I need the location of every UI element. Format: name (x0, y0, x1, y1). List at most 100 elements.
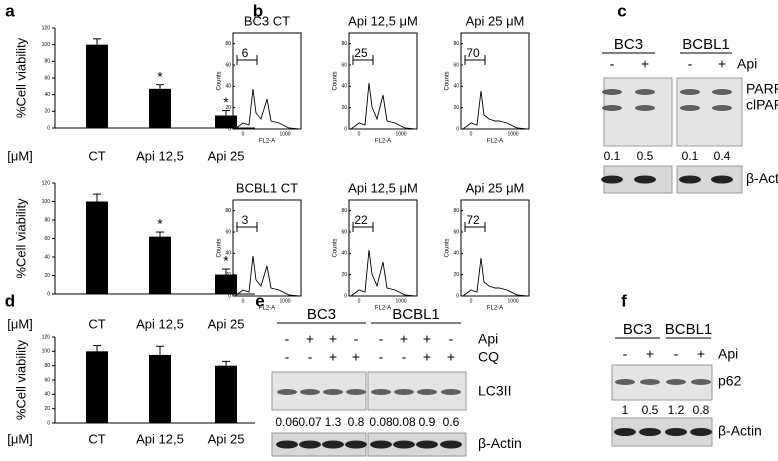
y-tick-label: 20 (453, 105, 459, 111)
gate-bracket (352, 222, 374, 232)
band (635, 89, 655, 95)
band (666, 379, 686, 385)
y-tick-label: 60 (341, 62, 347, 68)
x-tick-label: 0 (242, 131, 245, 137)
group-label: BCBL1 (665, 321, 713, 338)
x-tick-label: Api 25 (208, 431, 245, 446)
bar (149, 354, 171, 423)
y-tick-label: 40 (44, 392, 50, 398)
treatment-sign: - (449, 331, 454, 347)
y-tick-label: 80 (44, 59, 50, 65)
loading-band (299, 440, 321, 449)
y-tick-label: 120 (42, 25, 51, 31)
y-tick-label: 40 (341, 251, 347, 257)
x-axis-label: FL2-A (259, 306, 275, 312)
treatment-sign: - (402, 349, 407, 365)
x-axis-label: FL2-A (487, 306, 503, 312)
group-label: BCBL1 (392, 306, 440, 323)
y-tick-label: 20 (225, 105, 231, 111)
x-tick-label: 0 (358, 131, 361, 137)
y-tick-label: 60 (44, 236, 50, 242)
group-label: BC3 (614, 36, 643, 53)
loading-band (614, 428, 636, 436)
bar (86, 351, 108, 423)
y-tick-label: 20 (44, 273, 50, 279)
y-tick-label: 40 (44, 254, 50, 260)
unit-label: [μM] (7, 431, 33, 446)
treatment-label: CQ (478, 349, 499, 365)
y-tick-label: 0 (344, 293, 347, 299)
y-tick-label: 40 (341, 84, 347, 90)
y-axis-label: %Cell viability (13, 339, 28, 420)
treatment-sign: + (352, 349, 360, 365)
histogram-title: Api 12,5 μM (348, 180, 418, 195)
loading-label: β-Actin (718, 423, 762, 439)
y-tick-label: 80 (225, 208, 231, 214)
x-tick-label: 0 (242, 298, 245, 304)
y-tick-label: 40 (44, 92, 50, 98)
treatment-sign: - (610, 56, 615, 72)
y-tick-label: 60 (225, 62, 231, 68)
quantification: 0.8 (348, 415, 365, 429)
bar (149, 88, 171, 128)
x-tick-label: 0 (470, 298, 473, 304)
y-tick-label: 40 (225, 84, 231, 90)
significance-mark: * (223, 94, 229, 110)
y-tick-label: 60 (453, 229, 459, 235)
x-tick-label: Api 25 (208, 316, 245, 331)
band-label: clPARP (746, 97, 778, 113)
histogram-title: BC3 CT (244, 13, 290, 28)
treatment-sign: - (285, 331, 290, 347)
significance-mark: * (157, 68, 163, 84)
gate-value: 70 (466, 46, 480, 60)
y-axis-label: Counts (333, 238, 339, 257)
loading-band (601, 175, 623, 184)
treatment-label: Api (718, 346, 738, 362)
significance-mark: * (223, 253, 229, 269)
y-tick-label: 20 (341, 105, 347, 111)
y-axis-label: %Cell viability (13, 37, 28, 118)
treatment-sign: + (329, 331, 337, 347)
quantification: 1 (622, 403, 629, 417)
y-tick-label: 20 (341, 272, 347, 278)
loading-band (690, 428, 712, 436)
y-tick-label: 0 (47, 291, 50, 297)
y-axis-label: Counts (445, 238, 451, 257)
y-tick-label: 0 (47, 420, 50, 426)
y-axis-label: Counts (333, 71, 339, 90)
quantification: 1.2 (668, 403, 685, 417)
band (441, 389, 461, 395)
group-label: BC3 (307, 306, 336, 323)
x-tick-label: 1000 (395, 131, 406, 137)
quantification: 0.5 (642, 403, 659, 417)
histogram-frame (232, 32, 302, 130)
y-tick-label: 40 (225, 251, 231, 257)
unit-label: [μM] (7, 316, 33, 331)
histogram-curve (350, 249, 416, 297)
x-tick-label: CT (88, 148, 105, 163)
band-label: PARP (746, 81, 778, 97)
bar (149, 236, 171, 294)
group-label: BC3 (623, 321, 652, 338)
gate-bracket (236, 55, 258, 65)
y-tick-label: 20 (225, 272, 231, 278)
treatment-sign: + (423, 331, 431, 347)
bar (86, 44, 108, 128)
y-tick-label: 20 (44, 109, 50, 115)
y-tick-label: 80 (44, 217, 50, 223)
treatment-sign: + (641, 56, 649, 72)
y-tick-label: 40 (453, 251, 459, 257)
band-label: p62 (718, 373, 742, 389)
treatment-sign: - (688, 56, 693, 72)
loading-band (416, 440, 438, 449)
loading-label: β-Actin (746, 170, 778, 186)
x-tick-label: 1000 (279, 131, 290, 137)
y-axis-label: Counts (217, 71, 223, 90)
loading-band (711, 175, 733, 184)
x-tick-label: 1000 (507, 298, 518, 304)
x-axis-label: FL2-A (375, 306, 391, 312)
treatment-sign: - (354, 331, 359, 347)
y-tick-label: 20 (453, 272, 459, 278)
bar (215, 274, 237, 294)
